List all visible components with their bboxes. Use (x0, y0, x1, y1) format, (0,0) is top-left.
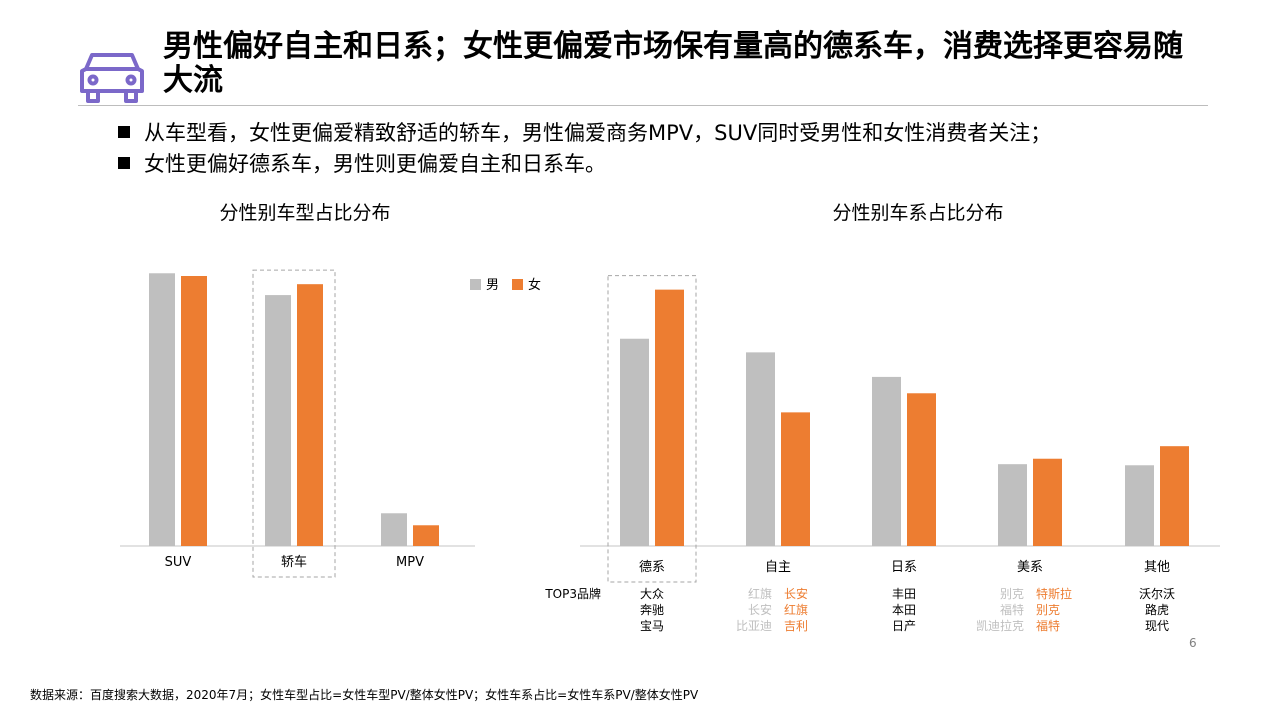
highlight-frame (607, 275, 697, 583)
x-tick-label: 轿车 (281, 554, 307, 570)
bar-female-其他 (1160, 446, 1189, 546)
top3-brand-male: 日产 (892, 619, 916, 633)
chart-title-car-origin: 分性别车系占比分布 (832, 202, 1004, 224)
top3-brand-female: 特斯拉 (1036, 586, 1072, 601)
bar-male-日系 (872, 376, 901, 546)
bullet-text: 女性更偏好德系车，男性则更偏爱自主和日系车。 (144, 151, 606, 176)
bar-male-轿车 (265, 295, 291, 546)
bar-female-SUV (181, 276, 207, 546)
bullet-text: 从车型看，女性更偏爱精致舒适的轿车，男性偏爱商务MPV，SUV同时受男性和女性消… (144, 120, 1052, 145)
legend-label-male: 男 (486, 278, 499, 293)
top3-brand-male: 沃尔沃 (1139, 586, 1175, 601)
page-title: 男性偏好自主和日系；女性更偏爱市场保有量高的德系车，消费选择更容易随大流 (163, 29, 1183, 98)
bullet-list: 从车型看，女性更偏爱精致舒适的轿车，男性偏爱商务MPV，SUV同时受男性和女性消… (118, 116, 1051, 178)
legend-label-female: 女 (528, 277, 541, 293)
x-tick-label: 美系 (1017, 560, 1043, 575)
top3-brand-male: 奔驰 (640, 603, 664, 617)
bullet-item: 从车型看，女性更偏爱精致舒适的轿车，男性偏爱商务MPV，SUV同时受男性和女性消… (118, 116, 1051, 147)
top3-brand-female: 别克 (1036, 603, 1060, 617)
top3-brand-female: 长安 (784, 586, 808, 601)
bar-female-MPV (413, 525, 439, 546)
top3-brand-male: 凯迪拉克 (976, 618, 1024, 633)
chart-title-vehicle-type: 分性别车型占比分布 (219, 202, 391, 224)
bar-male-其他 (1125, 465, 1154, 546)
top3-brand-male: 宝马 (640, 619, 664, 633)
top3-brand-male: 比亚迪 (736, 619, 772, 633)
bar-female-日系 (907, 393, 936, 546)
data-source-footnote: 数据来源：百度搜索大数据，2020年7月；女性车型占比=女性车型PV/整体女性P… (30, 688, 699, 702)
top3-brand-male: 丰田 (892, 587, 916, 601)
top3-brand-female: 福特 (1036, 618, 1060, 633)
legend-swatch-male (470, 279, 481, 290)
top3-brand-male: 长安 (748, 602, 772, 617)
bar-male-自主 (746, 352, 775, 546)
x-tick-label: 自主 (765, 560, 791, 575)
bullet-item: 女性更偏好德系车，男性则更偏爱自主和日系车。 (118, 147, 1051, 178)
bar-female-德系 (655, 289, 684, 546)
top3-brand-male: 现代 (1145, 619, 1169, 633)
bar-male-MPV (381, 513, 407, 546)
x-tick-label: SUV (165, 555, 192, 570)
bar-male-美系 (998, 464, 1027, 546)
title-divider (78, 105, 1208, 106)
page-number: 6 (1189, 636, 1197, 650)
bullet-square-icon (118, 156, 130, 169)
top3-brand-female: 红旗 (784, 602, 808, 617)
bar-female-轿车 (297, 284, 323, 546)
top3-brand-male: 红旗 (748, 586, 772, 601)
top3-brand-female: 吉利 (784, 619, 808, 633)
x-tick-label: MPV (396, 555, 424, 570)
top3-brand-male: 路虎 (1145, 602, 1169, 617)
bar-male-德系 (620, 338, 649, 546)
x-tick-label: 其他 (1144, 560, 1170, 575)
bar-female-自主 (781, 412, 810, 546)
bar-male-SUV (149, 273, 175, 546)
x-tick-label: 德系 (639, 560, 665, 575)
highlight-frame (252, 269, 336, 578)
top3-brand-male: 别克 (1000, 587, 1024, 601)
top3-brand-male: 本田 (892, 603, 916, 617)
top3-brand-male: 福特 (1000, 602, 1024, 617)
x-tick-label: 日系 (891, 560, 917, 575)
legend-swatch-female (512, 279, 523, 290)
top3-brand-male: 大众 (640, 587, 664, 601)
bullet-square-icon (118, 125, 130, 138)
car-icon (80, 53, 144, 103)
bar-female-美系 (1033, 458, 1062, 546)
top3-label: TOP3品牌 (544, 587, 601, 601)
